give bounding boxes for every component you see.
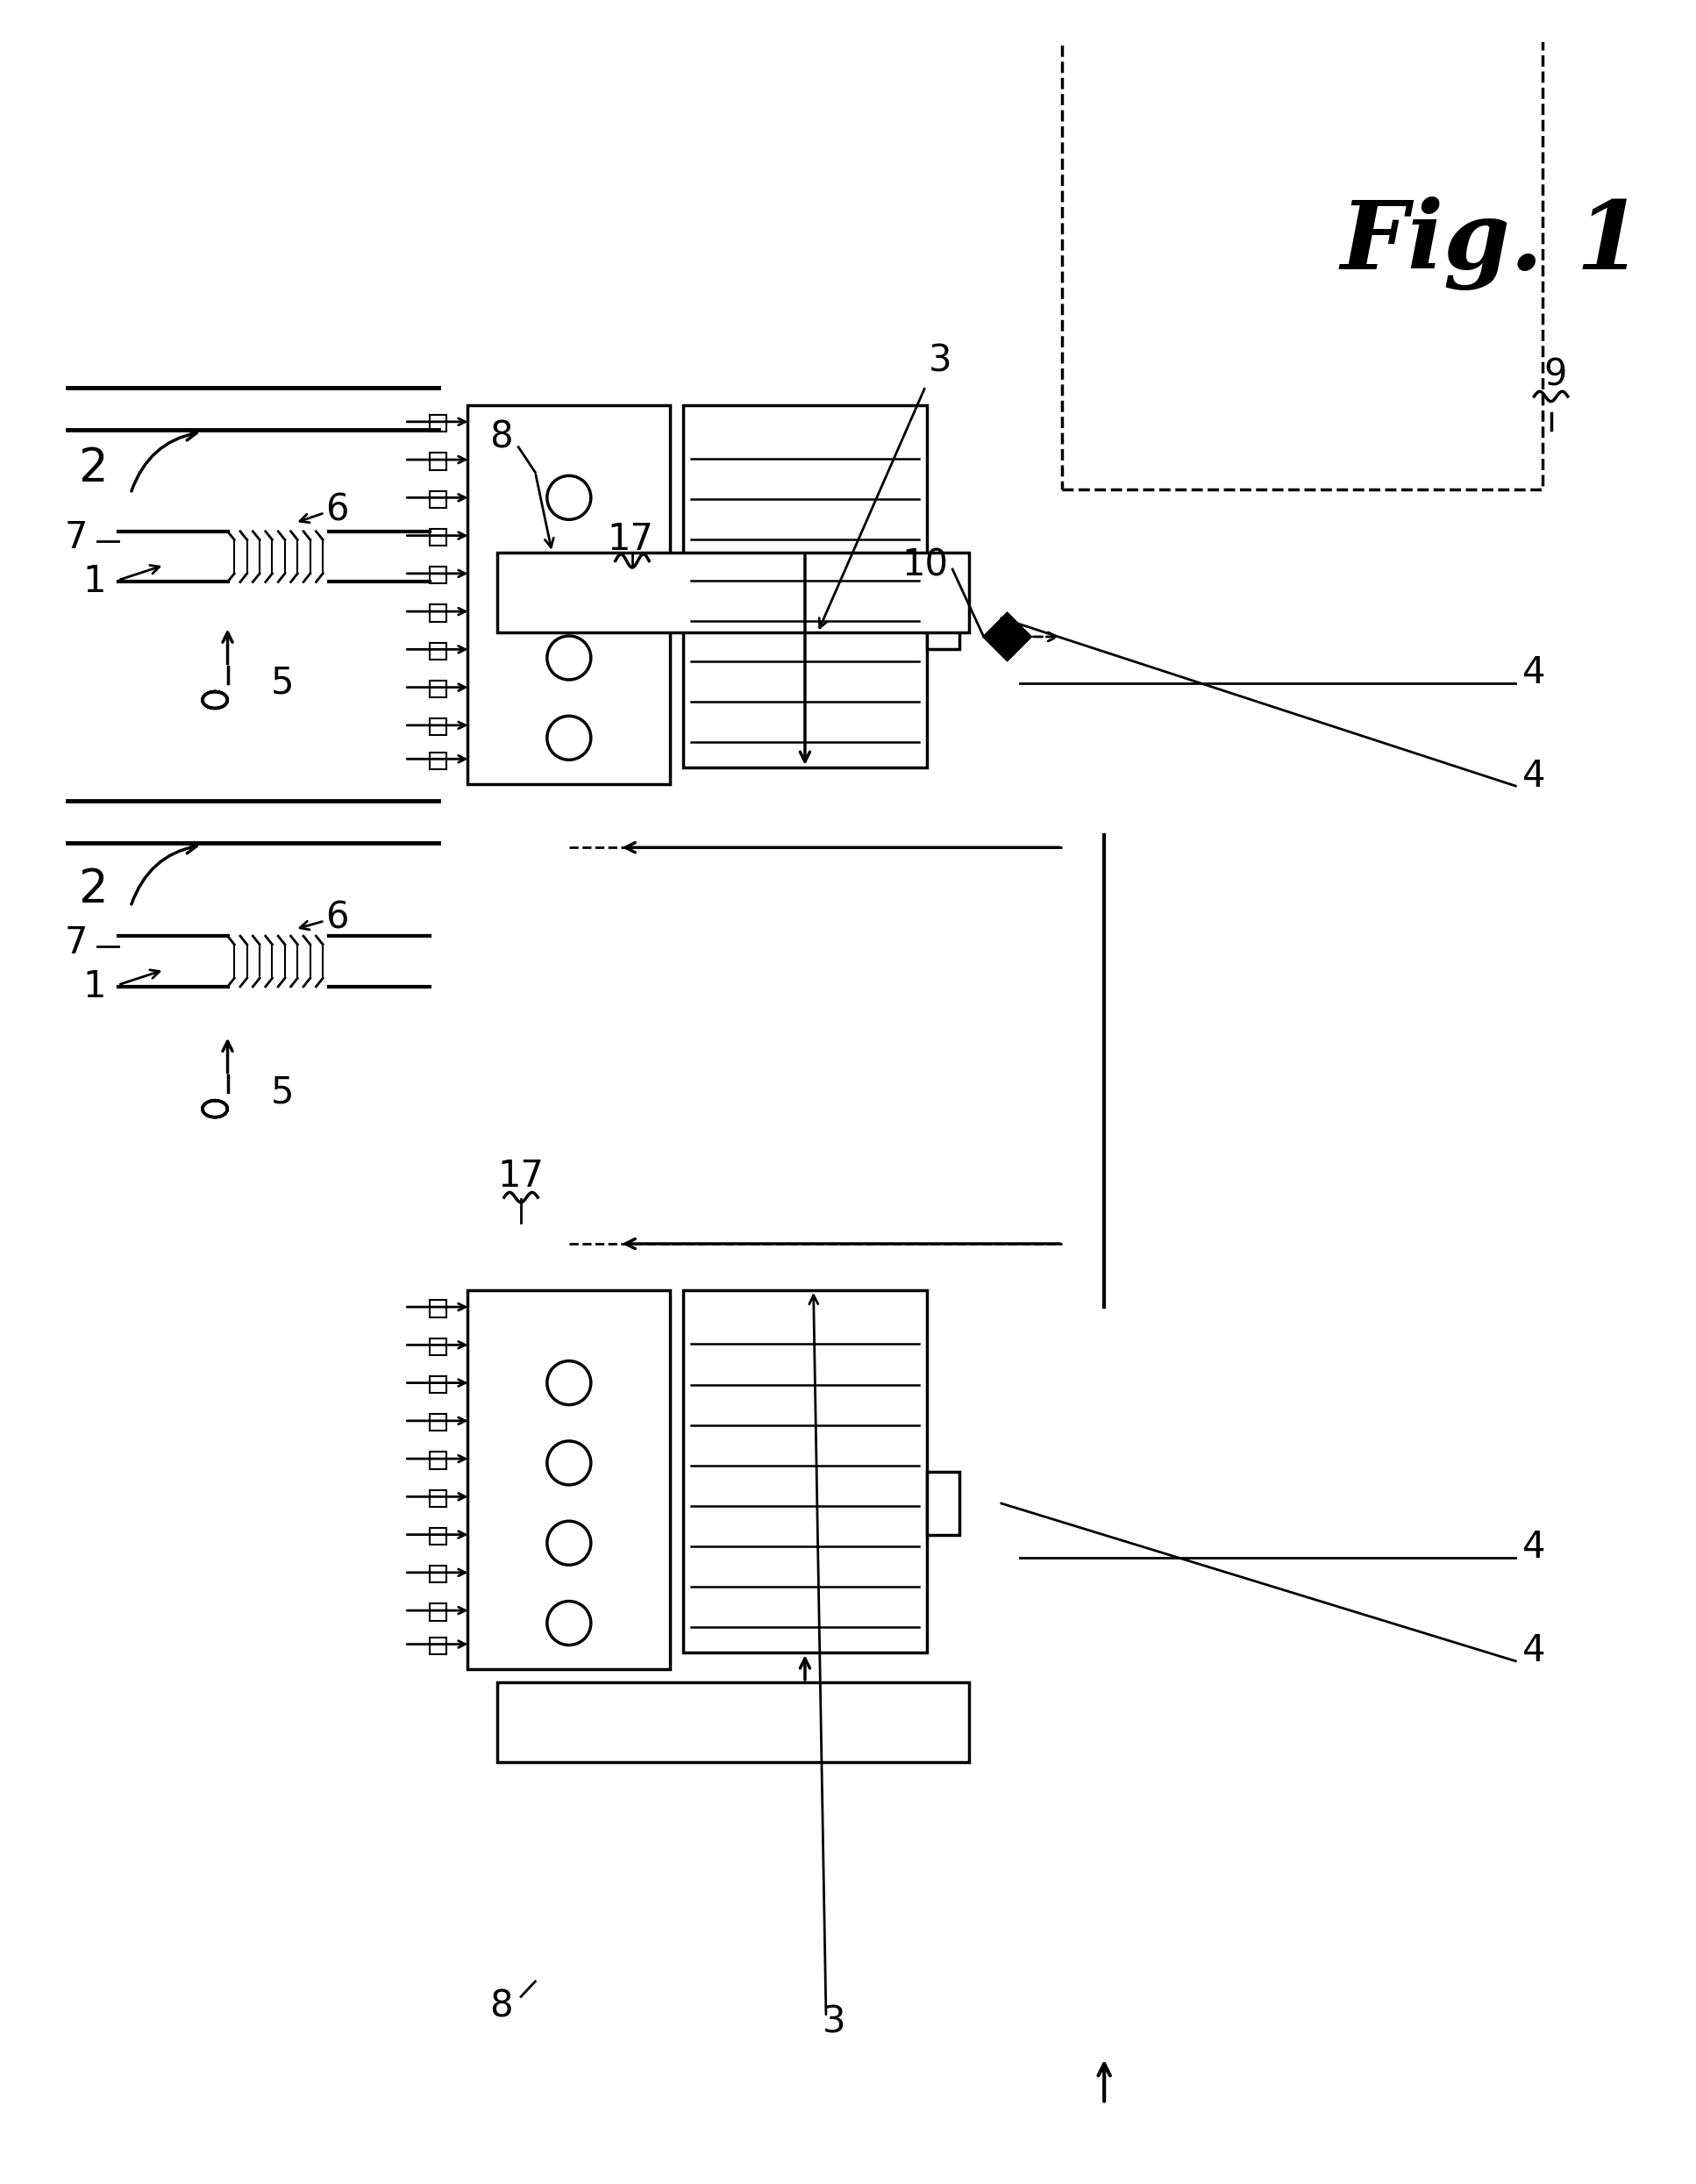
Bar bbox=[468, 404, 670, 784]
Text: 1: 1 bbox=[83, 968, 107, 1005]
Bar bbox=[429, 1376, 446, 1393]
Bar bbox=[468, 1291, 670, 1669]
Text: 4: 4 bbox=[1523, 655, 1545, 692]
Bar bbox=[429, 1566, 446, 1583]
Text: 3: 3 bbox=[928, 343, 951, 380]
Text: Fig. 1: Fig. 1 bbox=[1340, 197, 1642, 290]
Bar bbox=[429, 1603, 446, 1621]
Bar bbox=[429, 1452, 446, 1470]
Bar bbox=[497, 553, 970, 633]
Bar bbox=[928, 1472, 960, 1535]
Bar bbox=[429, 1529, 446, 1544]
Bar bbox=[429, 1489, 446, 1507]
Text: 5: 5 bbox=[271, 1075, 293, 1109]
Bar bbox=[429, 491, 446, 507]
Bar bbox=[429, 1638, 446, 1653]
Text: 4: 4 bbox=[1523, 1634, 1545, 1669]
Bar bbox=[683, 1291, 928, 1653]
Text: 7: 7 bbox=[64, 924, 88, 961]
Bar bbox=[497, 1682, 970, 1762]
Text: 17: 17 bbox=[497, 1158, 544, 1195]
Text: 2: 2 bbox=[78, 446, 107, 491]
Polygon shape bbox=[984, 614, 1031, 660]
Text: 3: 3 bbox=[823, 2003, 846, 2040]
Text: 6: 6 bbox=[326, 491, 349, 529]
Bar bbox=[928, 585, 960, 649]
Text: 9: 9 bbox=[1543, 356, 1567, 393]
Bar bbox=[429, 1339, 446, 1354]
Bar bbox=[429, 568, 446, 583]
Bar bbox=[429, 1299, 446, 1317]
Text: 4: 4 bbox=[1523, 1529, 1545, 1566]
Bar bbox=[429, 452, 446, 470]
Bar bbox=[429, 642, 446, 660]
Bar bbox=[429, 719, 446, 736]
Bar bbox=[429, 605, 446, 622]
Text: 8: 8 bbox=[490, 419, 514, 454]
Text: 8: 8 bbox=[490, 1987, 514, 2025]
Text: 5: 5 bbox=[271, 664, 293, 701]
Text: 2: 2 bbox=[78, 867, 107, 913]
Bar bbox=[429, 415, 446, 432]
Bar bbox=[683, 404, 928, 767]
Text: 17: 17 bbox=[607, 522, 653, 559]
Text: 1: 1 bbox=[83, 563, 107, 601]
Bar bbox=[429, 529, 446, 546]
Text: 6: 6 bbox=[326, 900, 349, 937]
Text: 4: 4 bbox=[1523, 758, 1545, 795]
Bar bbox=[429, 751, 446, 769]
Text: 7: 7 bbox=[64, 520, 88, 557]
Bar bbox=[429, 681, 446, 697]
Text: 10: 10 bbox=[902, 546, 948, 583]
Bar bbox=[1062, 0, 1543, 489]
Bar bbox=[429, 1413, 446, 1431]
